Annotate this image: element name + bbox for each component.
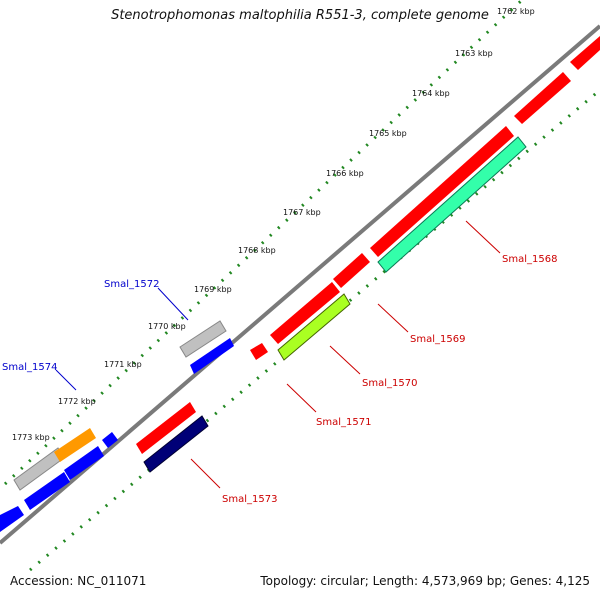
tick-label: 1771 kbp <box>104 360 142 369</box>
tick-label: 1763 kbp <box>455 49 493 58</box>
gene-label-smal-1574[interactable]: Smal_1574 <box>2 362 57 373</box>
gene-forward[interactable] <box>136 402 196 454</box>
gene-reverse[interactable] <box>24 472 70 510</box>
gene-forward[interactable] <box>570 36 600 70</box>
leader-smal-1572 <box>157 287 189 321</box>
forward-genes <box>136 36 600 454</box>
leader-smal-1570 <box>329 345 361 375</box>
cds-features <box>143 136 527 473</box>
gene-reverse[interactable] <box>102 432 118 448</box>
genome-summary-text: Topology: circular; Length: 4,573,969 bp… <box>260 574 590 588</box>
gene-forward[interactable] <box>333 253 370 288</box>
upstream-genes <box>0 320 234 532</box>
gene-label-smal-1571[interactable]: Smal_1571 <box>316 417 371 428</box>
gene-reverse[interactable] <box>0 506 24 532</box>
gene-forward[interactable] <box>514 72 571 124</box>
tick-label: 1765 kbp <box>369 129 407 138</box>
tick-label: 1770 kbp <box>148 322 186 331</box>
tick-label: 1764 kbp <box>412 89 450 98</box>
gene-grey[interactable] <box>179 320 227 358</box>
gene-reverse[interactable] <box>64 446 104 480</box>
gene-label-smal-1569[interactable]: Smal_1569 <box>410 334 465 345</box>
outer-dotted-ring <box>3 0 524 486</box>
gene-label-smal-1570[interactable]: Smal_1570 <box>362 378 417 389</box>
gene-forward[interactable] <box>250 343 268 360</box>
cds-smal-1568[interactable] <box>377 136 527 273</box>
gene-labels: Smal_1568 Smal_1569 Smal_1570 Smal_1571 … <box>2 254 557 505</box>
gene-label-smal-1572[interactable]: Smal_1572 <box>104 279 159 290</box>
gene-label-smal-1568[interactable]: Smal_1568 <box>502 254 557 265</box>
tick-label: 1768 kbp <box>238 246 276 255</box>
leader-smal-1568 <box>465 220 501 254</box>
cds-smal-1573[interactable] <box>143 415 209 473</box>
tick-labels: 1762 kbp 1763 kbp 1764 kbp 1765 kbp 1766… <box>12 7 535 442</box>
gene-orange[interactable] <box>54 428 96 462</box>
leader-smal-1574 <box>55 369 77 391</box>
tick-label: 1772 kbp <box>58 397 96 406</box>
tick-label: 1769 kbp <box>194 285 232 294</box>
leader-smal-1571 <box>286 383 317 413</box>
leader-smal-1569 <box>377 303 409 333</box>
gene-reverse[interactable] <box>190 338 234 374</box>
leader-smal-1573 <box>190 458 221 489</box>
tick-label: 1773 kbp <box>12 433 50 442</box>
gene-forward[interactable] <box>270 282 340 344</box>
map-title: Stenotrophomonas maltophilia R551-3, com… <box>111 8 489 23</box>
tick-label: 1762 kbp <box>497 7 535 16</box>
accession-text: Accession: NC_011071 <box>10 574 147 588</box>
gene-forward[interactable] <box>370 126 514 257</box>
gene-label-smal-1573[interactable]: Smal_1573 <box>222 494 277 505</box>
label-leaders <box>55 220 501 489</box>
tick-label: 1766 kbp <box>326 169 364 178</box>
cds-smal-1570[interactable] <box>277 293 351 361</box>
tick-label: 1767 kbp <box>283 208 321 217</box>
